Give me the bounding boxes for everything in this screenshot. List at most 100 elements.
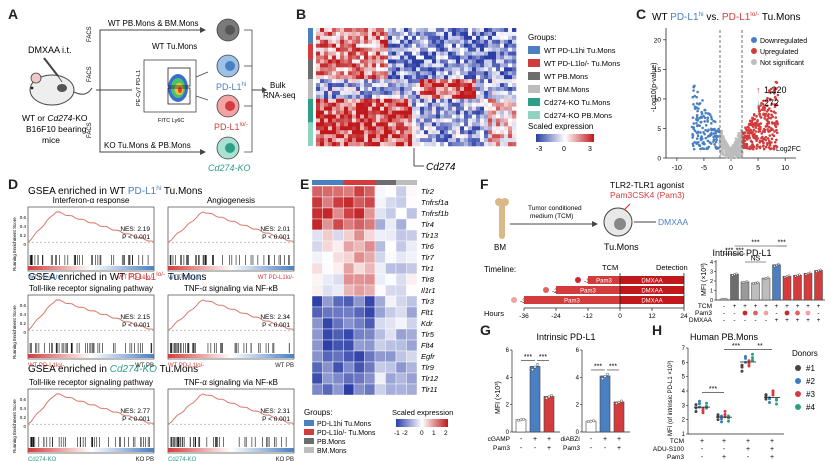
b-heat-cell — [512, 28, 517, 33]
b-heat-cell — [344, 142, 349, 147]
b-heat-cell — [320, 114, 325, 119]
b-heat-cell — [464, 98, 469, 104]
e-heat-cell — [364, 196, 376, 209]
b-heat-cell — [348, 102, 353, 107]
b-heat-cell — [360, 134, 365, 139]
b-heat-cell — [384, 142, 389, 147]
b-heat-cell — [448, 130, 453, 135]
e-heat-cell — [343, 317, 355, 330]
b-heat-cell — [472, 47, 477, 52]
b-legend-swatch — [528, 98, 540, 106]
b-heat-cell — [480, 59, 485, 64]
c-point-up — [771, 115, 775, 119]
b-heat-cell — [468, 130, 473, 135]
b-heat-cell — [464, 31, 469, 37]
g-bar-point — [547, 395, 551, 399]
b-heat-cell — [336, 118, 341, 123]
b-heat-cell — [436, 59, 441, 64]
b-heat-cell — [336, 43, 341, 48]
e-heat-cell — [353, 229, 365, 242]
gsea-ytick: 0.4 — [20, 406, 27, 411]
gsea-ytick: 0 — [23, 242, 26, 247]
b-heat-cell — [412, 83, 417, 88]
b-heat-cell — [364, 51, 369, 56]
e-scale-min: -1 — [394, 430, 400, 437]
b-heat-cell — [456, 134, 461, 139]
b-heat-cell — [400, 83, 405, 88]
h-point — [747, 361, 751, 365]
b-heat-cell — [476, 142, 481, 147]
c-point-up — [762, 137, 766, 140]
f-bar-point — [815, 270, 818, 273]
b-heat-cell — [380, 71, 385, 76]
b-heat-cell — [488, 110, 493, 115]
e-heat-cell — [385, 251, 397, 264]
b-heat-cell — [508, 87, 513, 92]
facs-xaxis: FITC Ly6C — [158, 118, 184, 124]
b-heat-cell — [324, 67, 329, 72]
b-heat-cell — [484, 87, 489, 92]
b-heat-cell — [412, 75, 417, 80]
b-heat-cell — [472, 75, 477, 80]
b-heat-cell — [488, 75, 493, 80]
e-heat-cell — [364, 306, 376, 319]
b-heat-cell — [452, 138, 457, 143]
b-heat-cell — [428, 118, 433, 123]
b-heat-cell — [500, 142, 505, 147]
e-heat-cell — [332, 218, 344, 231]
e-gene-label: Tlr8 — [421, 275, 435, 284]
b-heat-cell — [340, 126, 345, 131]
b-heat-cell — [512, 138, 517, 143]
e-heat-cell — [322, 284, 334, 297]
b-heat-cell — [360, 67, 365, 72]
b-heat-cell — [504, 87, 509, 92]
b-heat-cell — [500, 106, 505, 111]
b-heat-cell — [384, 47, 389, 52]
h-legend-label: #1 — [806, 364, 815, 373]
b-heat-cell — [400, 31, 405, 37]
b-heat-cell — [500, 83, 505, 88]
b-heat-cell — [372, 122, 377, 127]
b-heat-cell — [448, 51, 453, 56]
b-heat-cell — [456, 79, 461, 84]
e-heat-cell — [374, 328, 386, 341]
b-heat-cell — [316, 90, 321, 96]
g-bar-point — [533, 365, 537, 369]
c-point-up — [769, 127, 773, 131]
h-sig-label: ** — [757, 343, 763, 350]
bone-icon — [495, 198, 509, 239]
f-bar-point — [775, 263, 778, 267]
b-heat-cell — [380, 63, 385, 68]
b-group-strip — [308, 43, 313, 60]
b-heat-cell — [396, 75, 401, 80]
b-heat-cell — [316, 110, 321, 115]
b-heat-cell — [448, 122, 453, 127]
f-bar-point — [777, 262, 780, 266]
b-legend-label: WT PD-L1hi Tu.Mons — [544, 46, 616, 55]
b-heat-cell — [376, 102, 381, 107]
b-heat-cell — [364, 63, 369, 68]
b-heat-cell — [512, 59, 517, 64]
b-heat-cell — [484, 98, 489, 104]
b-heat-cell — [360, 79, 365, 84]
b-heat-cell — [424, 51, 429, 56]
c-down-count: 272 — [764, 98, 779, 108]
b-heat-cell — [332, 106, 337, 111]
facs-label-top: FACS — [87, 26, 93, 42]
b-heat-cell — [436, 87, 441, 92]
b-heat-cell — [380, 39, 385, 45]
b-heat-cell — [360, 71, 365, 76]
b-heat-cell — [448, 39, 453, 45]
c-point-up — [752, 112, 756, 116]
gsea-plot-title: TNF-α signaling via NF-κB — [184, 378, 278, 387]
e-heat-cell — [374, 185, 386, 198]
gsea-right-label: WT PD-L1lo/- — [118, 275, 154, 281]
e-heat-cell — [353, 306, 365, 319]
b-heat-cell — [368, 118, 373, 123]
f-row-sign: - — [817, 310, 819, 317]
e-heat-cell — [343, 240, 355, 253]
e-heat-cell — [343, 218, 355, 231]
b-heat-cell — [480, 138, 485, 143]
pdl1-lo-label: PD-L1lo/- — [214, 122, 248, 132]
b-heat-cell — [396, 98, 401, 104]
